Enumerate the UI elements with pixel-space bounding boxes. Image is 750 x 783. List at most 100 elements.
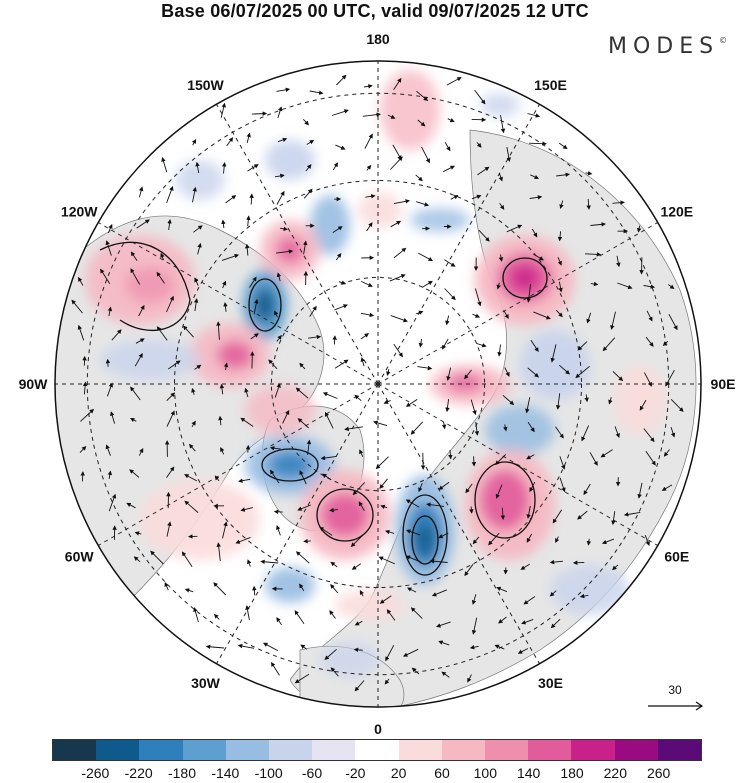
wind-vector-icon (324, 648, 337, 660)
wind-vector-icon (324, 411, 334, 429)
wind-vector-icon (330, 584, 339, 594)
wind-vector-icon (643, 428, 655, 443)
wind-vector-icon (431, 589, 448, 597)
wind-vector-icon (160, 252, 165, 261)
wind-vector-icon (354, 620, 363, 626)
wind-vector-icon (558, 281, 563, 293)
map-border (54, 60, 702, 708)
wind-vector-icon (166, 392, 176, 402)
wind-vector-icon (299, 583, 305, 591)
wind-vector-icon (402, 648, 419, 657)
wind-vector-icon (105, 240, 112, 256)
wind-vector-icon (488, 532, 500, 546)
wind-vector-icon (235, 536, 251, 544)
wind-vector-icon (393, 77, 402, 91)
wind-vector-icon (520, 563, 530, 570)
wind-vector-icon (474, 422, 480, 436)
wind-vector-icon (559, 364, 570, 375)
wind-vectors (71, 74, 684, 692)
wind-vector-icon (616, 255, 621, 268)
wind-vector-icon (446, 77, 462, 86)
wind-vector-icon (136, 219, 150, 229)
wind-vector-icon (444, 259, 456, 267)
wind-vector-icon (245, 605, 250, 621)
wind-vector-icon (474, 89, 486, 105)
wind-vector-icon (441, 421, 447, 430)
wind-vector-icon (663, 449, 670, 457)
wind-vector-icon (303, 538, 311, 544)
wind-vector-icon (506, 224, 523, 233)
wind-vector-icon (194, 277, 199, 286)
wind-vector-icon (495, 484, 503, 499)
wind-vector-icon (550, 618, 561, 629)
wind-vector-icon (191, 420, 196, 428)
wind-vector-icon (221, 253, 240, 261)
wind-vector-icon (495, 454, 507, 466)
colorbar-swatch (96, 740, 140, 760)
wind-vector-icon (276, 87, 291, 93)
colorbar-swatch (571, 740, 615, 760)
copyright-mark: © (719, 36, 728, 45)
colorbar-tick-label: -180 (167, 765, 197, 781)
wind-vector-icon (130, 386, 141, 401)
colorbar-tick-label: 60 (434, 765, 450, 781)
wind-vector-icon (214, 475, 220, 482)
wind-vector-icon (474, 288, 482, 307)
modes-logo: MODES© (608, 34, 727, 59)
wind-vector-icon (500, 115, 506, 134)
wind-vector-icon (644, 534, 650, 547)
wind-vector-icon (636, 225, 642, 233)
wind-vector-icon (100, 268, 111, 285)
wind-vector-icon (406, 529, 421, 536)
wind-vector-icon (182, 325, 194, 338)
wind-vector-icon (504, 367, 510, 377)
wind-vector-icon (138, 186, 144, 198)
wind-vector-icon (496, 586, 508, 593)
wind-vector-icon (282, 409, 290, 424)
wind-vector-icon (478, 229, 490, 242)
wind-vector-icon (360, 312, 375, 318)
wind-vector-icon (527, 422, 535, 433)
colorbar-swatch (614, 740, 658, 760)
wind-vector-icon (222, 280, 227, 289)
wind-vector-icon (469, 506, 474, 514)
wind-vector-icon (277, 137, 288, 143)
wind-vector-icon (662, 340, 669, 347)
wind-vector-icon (526, 533, 532, 543)
wind-vector-icon (469, 644, 479, 650)
wind-vector-icon (184, 588, 194, 593)
wind-vector-icon (384, 678, 390, 685)
wind-vector-icon (617, 282, 633, 290)
wind-vector-icon (623, 511, 641, 517)
wind-vector-icon (502, 394, 515, 406)
colorbar-swatch (53, 740, 97, 760)
meridian-line (377, 104, 540, 385)
wind-vector-icon (558, 142, 568, 150)
wind-vector-icon (549, 590, 557, 597)
wind-vector-icon (308, 334, 322, 340)
wind-vector-icon (110, 411, 116, 424)
wind-vector-icon (260, 559, 279, 565)
wind-vector-icon (166, 185, 174, 204)
wind-vector-icon (572, 560, 585, 565)
wind-vector-icon (276, 525, 281, 536)
meridian-line (98, 222, 379, 385)
anomaly-field (85, 70, 665, 678)
wind-vector-icon (464, 369, 472, 380)
wind-vector-icon (499, 202, 505, 210)
wind-vector-icon (276, 272, 282, 282)
wind-vector-icon (246, 132, 251, 144)
colorbar-swatch (225, 740, 270, 760)
wind-vector-icon (362, 112, 381, 117)
reference-vector-label: 30 (668, 683, 682, 697)
wind-vector-icon (585, 171, 593, 176)
wind-vector-icon (166, 410, 175, 427)
wind-vector-icon (223, 302, 228, 312)
wind-vector-icon (612, 371, 624, 382)
wind-vector-icon (358, 501, 365, 512)
wind-vector-icon (240, 417, 254, 427)
wind-vector-icon (251, 111, 268, 116)
wind-vector-icon (299, 470, 307, 485)
longitude-label: 30W (191, 675, 221, 691)
wind-vector-icon (380, 504, 388, 509)
